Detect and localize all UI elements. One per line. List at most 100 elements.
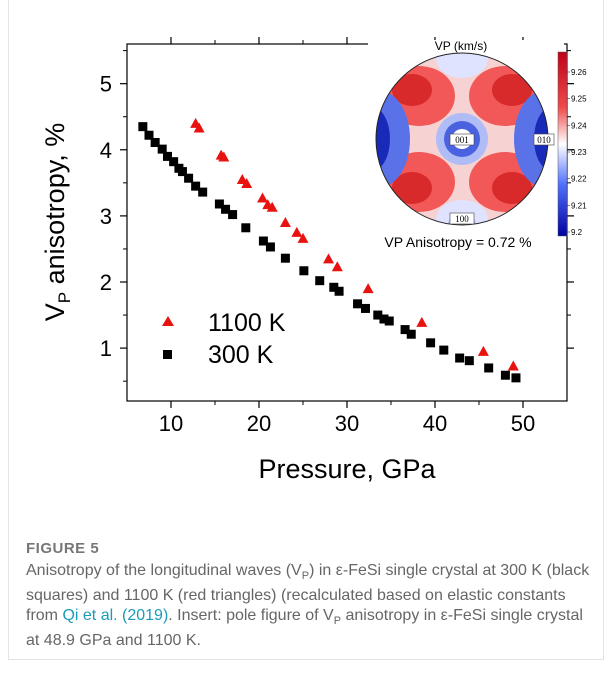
point-1100k <box>266 201 278 212</box>
point-300k <box>184 173 194 183</box>
caption-part-1: Anisotropy of the longitudinal waves (V <box>26 562 302 579</box>
x-tick-label: 40 <box>423 411 447 436</box>
colorbar-ticks: 9.26 9.25 9.24 9.23 9.22 9.21 9.2 <box>567 68 587 237</box>
point-300k <box>379 314 389 324</box>
point-300k <box>464 356 474 366</box>
point-1100k <box>323 253 335 264</box>
point-300k <box>198 187 208 197</box>
point-300k <box>265 242 275 252</box>
colorbar-tick-label: 9.22 <box>571 175 587 184</box>
point-300k <box>500 370 510 380</box>
point-1100k <box>257 192 269 203</box>
point-1100k <box>279 217 291 227</box>
y-tick-label: 2 <box>100 270 112 295</box>
point-300k <box>353 299 363 309</box>
x-tick-label: 50 <box>511 411 535 436</box>
point-300k <box>329 282 339 292</box>
point-300k <box>241 223 251 233</box>
label-001: 001 <box>455 135 469 145</box>
caption-text: Anisotropy of the longitudinal waves (VP… <box>26 561 596 651</box>
point-300k <box>162 151 172 161</box>
colorbar-tick-label: 9.2 <box>571 228 583 237</box>
caption-part-4: anisotropy in ε-FeSi single crystal at 4… <box>26 607 583 650</box>
point-300k <box>360 303 370 313</box>
caption-part-2: ) in ε-FeSi single crystal at 300 K (bla… <box>26 562 590 625</box>
point-1100k <box>507 360 519 371</box>
point-300k <box>157 144 167 154</box>
point-1100k <box>297 232 309 243</box>
y-axis-label-main: V <box>40 303 70 321</box>
point-1100k <box>362 283 374 294</box>
inset-anisotropy-label: VP Anisotropy = 0.72 % <box>384 234 531 250</box>
y-tick-label: 5 <box>100 72 112 97</box>
citation-link[interactable]: Qi et al. (2019) <box>62 607 169 625</box>
data-marks <box>138 117 521 383</box>
point-1100k <box>291 226 303 237</box>
legend-label-300k: 300 K <box>208 341 274 369</box>
point-1100k <box>416 316 428 327</box>
point-1100k <box>218 151 230 162</box>
point-300k <box>384 316 394 326</box>
point-300k <box>169 157 179 167</box>
colorbar-tick-label: 9.24 <box>571 121 587 130</box>
label-100-box <box>449 212 475 225</box>
point-300k <box>455 353 465 363</box>
point-1100k <box>477 345 489 356</box>
y-tick-label: 3 <box>100 204 112 229</box>
point-300k <box>373 310 383 320</box>
point-300k <box>406 329 416 339</box>
point-1100k <box>193 122 205 133</box>
point-300k <box>484 363 494 373</box>
x-tick-label: 20 <box>247 411 271 436</box>
point-300k <box>280 253 290 263</box>
legend-marker-300k <box>163 350 172 359</box>
colorbar-tick-label: 9.26 <box>571 68 587 77</box>
label-001-box <box>449 133 475 146</box>
caption-sub-1: P <box>301 570 310 583</box>
x-axis-label: Pressure, GPa <box>258 454 436 484</box>
y-axis-label-rest: anisotropy, % <box>40 123 70 292</box>
point-300k <box>511 373 521 383</box>
label-010: 010 <box>537 135 551 145</box>
point-300k <box>221 204 231 214</box>
legend-label-1100k: 1100 K <box>208 309 286 337</box>
point-300k <box>258 236 268 246</box>
point-300k <box>228 210 238 220</box>
chart: 10 20 30 40 50 1 2 3 4 5 Pressure, GPa VP anisotr… <box>40 37 587 484</box>
point-300k <box>144 130 154 140</box>
colorbar-tick-label: 9.21 <box>571 201 587 210</box>
figure-frame <box>8 0 604 660</box>
inset-title: VP (km/s) <box>435 39 487 53</box>
point-300k <box>299 266 309 276</box>
colorbar <box>557 51 568 237</box>
point-300k <box>315 276 325 286</box>
point-300k <box>439 345 449 355</box>
caption-part-3: . Insert: pole figure of V <box>168 607 334 625</box>
label-100: 100 <box>455 214 469 224</box>
point-300k <box>426 338 436 348</box>
point-300k <box>400 325 410 335</box>
point-300k <box>150 138 160 148</box>
point-300k <box>334 286 344 296</box>
inset-pole-figure: VP (km/s) 001 <box>368 39 587 250</box>
legend: 1100 K 300 K <box>162 309 286 369</box>
y-axis-label: VP anisotropy, % <box>40 123 74 321</box>
colorbar-tick-label: 9.23 <box>571 148 587 157</box>
figure-label: FIGURE 5 <box>26 540 100 557</box>
point-300k <box>177 167 187 177</box>
label-010-box <box>533 133 555 146</box>
y-tick-label: 1 <box>100 336 112 361</box>
point-300k <box>191 181 201 191</box>
point-1100k <box>331 261 343 272</box>
figure-caption: FIGURE 5 Anisotropy of the longitudinal … <box>26 540 596 651</box>
colorbar-tick-label: 9.25 <box>571 95 587 104</box>
x-tick-label: 30 <box>335 411 359 436</box>
y-tick-label: 4 <box>100 138 112 163</box>
x-tick-label: 10 <box>159 411 183 436</box>
legend-marker-1100k <box>162 316 174 326</box>
y-axis-label-sub: P <box>55 292 74 303</box>
point-1100k <box>241 177 253 188</box>
point-300k <box>214 199 224 209</box>
caption-sub-2: P <box>333 615 342 628</box>
point-300k <box>138 122 148 132</box>
